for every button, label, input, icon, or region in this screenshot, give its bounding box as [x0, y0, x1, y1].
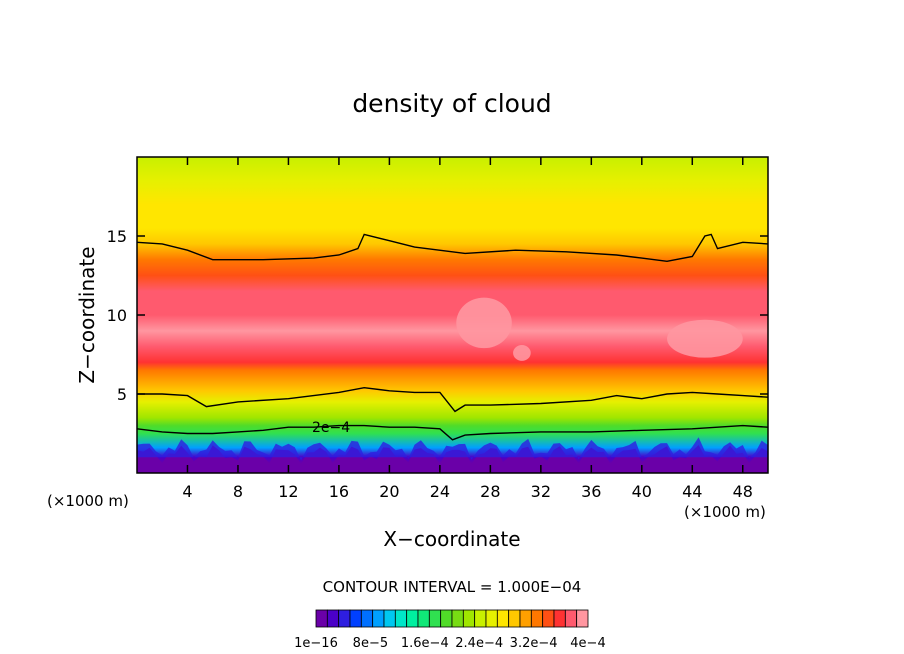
x-tick-label: 4	[182, 482, 192, 501]
contour-interval-text: CONTOUR INTERVAL = 1.000E−04	[323, 578, 582, 596]
cyan-transition-band	[137, 437, 768, 461]
colorbar-swatch	[519, 609, 532, 628]
x-tick-label: 48	[733, 482, 753, 501]
x-units-left: (×1000 m)	[47, 492, 129, 510]
x-axis: 4 8 12 16 20 24 28 32 36 40 44 48	[182, 157, 753, 501]
colorbar-swatch	[542, 609, 555, 628]
colorbar-swatch	[530, 609, 544, 628]
x-tick-label: 32	[531, 482, 551, 501]
colorbar-swatch	[360, 609, 374, 628]
contour-line	[137, 424, 768, 441]
colorbar-label: 3.2e−4	[510, 636, 558, 651]
colorbar-label: 4e−4	[570, 636, 605, 651]
x-tick-label: 12	[278, 482, 298, 501]
colorbar-label: 2.4e−4	[455, 636, 503, 651]
colorbar-swatch	[440, 609, 453, 628]
x-tick-label: 44	[682, 482, 702, 501]
colorbar-swatch	[315, 609, 328, 628]
colorbar-swatch	[508, 609, 521, 628]
colorbar-swatch	[462, 609, 476, 628]
colorbar-swatch	[496, 609, 510, 628]
colorbar-swatch	[451, 609, 464, 628]
colorbar-swatch	[485, 609, 498, 628]
x-tick-label: 40	[632, 482, 652, 501]
peak-density-spot	[456, 297, 512, 349]
colorbar-swatch	[406, 609, 419, 628]
chart-title: density of cloud	[352, 89, 551, 118]
x-units-right: (×1000 m)	[684, 503, 766, 521]
colorbar-swatch	[394, 609, 408, 628]
y-tick-label: 15	[107, 227, 127, 246]
x-tick-label: 20	[379, 482, 399, 501]
colorbar-swatch	[553, 609, 566, 628]
colorbar-label: 8e−5	[353, 636, 388, 651]
x-tick-label: 16	[329, 482, 349, 501]
colorbar-swatch	[349, 609, 362, 628]
y-tick-label: 10	[107, 306, 127, 325]
colorbar-labels: 1e−16 8e−5 1.6e−4 2.4e−4 3.2e−4 4e−4	[294, 636, 606, 651]
colorbar-swatch	[372, 609, 385, 628]
contour-lines	[137, 233, 768, 441]
colorbar-swatch	[326, 609, 340, 628]
x-tick-label: 28	[480, 482, 500, 501]
colorbar	[315, 609, 589, 628]
x-tick-label: 24	[430, 482, 450, 501]
colorbar-label: 1e−16	[294, 636, 338, 651]
plot-area	[137, 157, 768, 473]
contour-line	[137, 233, 768, 263]
contour-label: 2e−4	[312, 420, 350, 436]
colorbar-swatch	[338, 609, 351, 628]
colorbar-swatch	[417, 609, 430, 628]
density-field	[137, 157, 768, 473]
colorbar-label: 1.6e−4	[401, 636, 449, 651]
y-axis: 5 10 15	[107, 227, 768, 404]
colorbar-swatch	[383, 609, 396, 628]
contour-line	[137, 386, 768, 413]
y-tick-label: 5	[117, 385, 127, 404]
peak-density-spot	[667, 319, 743, 358]
colorbar-swatch	[576, 609, 589, 628]
colorbar-swatch	[564, 609, 578, 628]
colorbar-swatch	[474, 609, 487, 628]
peak-density-spot	[513, 345, 531, 361]
x-tick-label: 36	[581, 482, 601, 501]
low-density-band	[137, 445, 768, 473]
density-features	[137, 297, 768, 473]
x-tick-label: 8	[233, 482, 243, 501]
x-axis-label: X−coordinate	[383, 527, 520, 551]
colorbar-swatch	[428, 609, 442, 628]
y-axis-label: Z−coordinate	[75, 246, 99, 383]
